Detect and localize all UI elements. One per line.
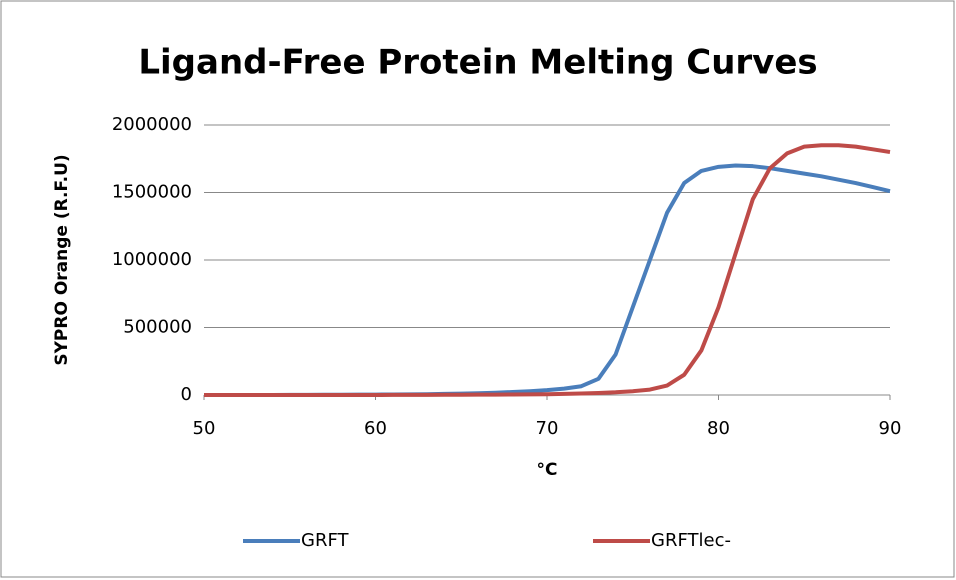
- legend-label: GRFT: [301, 530, 349, 551]
- y-tick-label: 1500000: [112, 182, 192, 203]
- series-line: [204, 143, 891, 397]
- x-tick-label: 80: [707, 418, 730, 439]
- y-tick-label: 500000: [123, 317, 192, 338]
- y-axis-title: SYPRO Orange (R.F.U): [52, 154, 72, 365]
- x-tick-label: 50: [193, 418, 216, 439]
- x-tick-label: 90: [879, 418, 902, 439]
- y-tick-label: 1000000: [112, 249, 192, 270]
- y-tick-label: 2000000: [112, 114, 192, 135]
- y-tick-label: 0: [181, 384, 192, 405]
- chart-title: Ligand-Free Protein Melting Curves: [138, 43, 817, 83]
- x-tick-label: 70: [536, 418, 559, 439]
- x-tick-label: 60: [364, 418, 387, 439]
- x-axis-title: °C: [537, 460, 558, 480]
- legend-label: GRFTlec-: [651, 530, 731, 551]
